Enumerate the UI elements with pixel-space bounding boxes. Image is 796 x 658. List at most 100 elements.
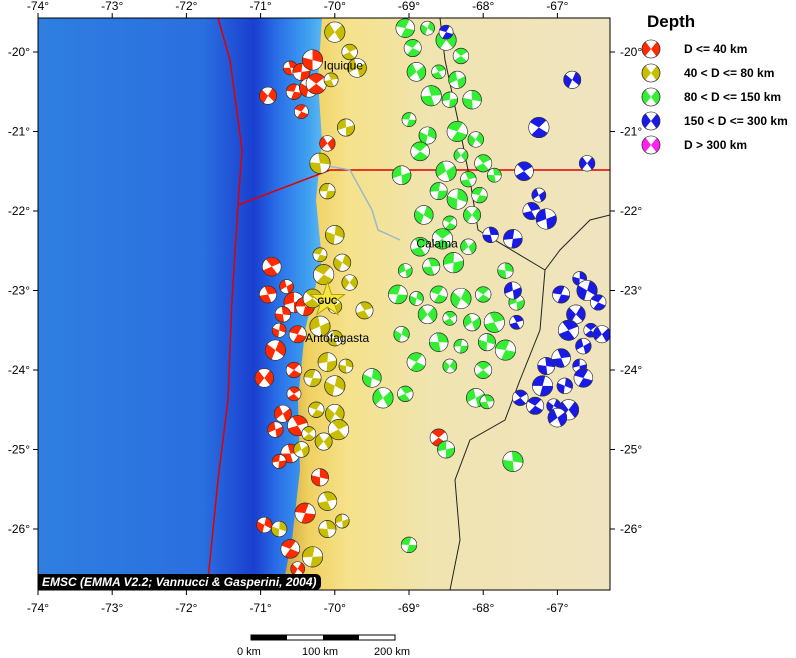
focal-mechanism: [547, 408, 568, 428]
focal-mechanism: [443, 252, 465, 274]
focal-mechanism: [563, 70, 582, 89]
focal-mechanism: [293, 441, 310, 458]
focal-mechanism: [417, 304, 438, 325]
focal-mechanism: [280, 539, 300, 559]
focal-mechanism: [256, 516, 273, 534]
focal-mechanism: [478, 333, 496, 352]
focal-mechanism: [302, 49, 324, 71]
focal-mechanism: [274, 306, 291, 323]
focal-mechanism: [422, 257, 441, 276]
lat-tick-label: -22°: [8, 204, 30, 218]
focal-mechanism: [437, 440, 456, 459]
focal-mechanism: [286, 386, 302, 402]
focal-mechanism: [503, 281, 522, 300]
focal-mechanism: [420, 85, 442, 107]
focal-mechanism: [537, 357, 556, 375]
lat-tick-label: -26°: [620, 522, 642, 536]
focal-mechanism: [418, 126, 437, 145]
lat-tick-label: -25°: [8, 443, 30, 457]
focal-mechanism: [347, 58, 367, 78]
focal-mechanism: [301, 426, 317, 441]
focal-mechanism: [452, 47, 470, 65]
focal-mechanism: [303, 369, 322, 387]
lat-tick-label: -20°: [8, 45, 30, 59]
focal-mechanism: [514, 161, 534, 181]
focal-mechanism: [313, 264, 335, 286]
focal-mechanism: [328, 419, 350, 441]
depth-legend: Depth D <= 40 km 40 < D <= 80 km 80 < D <=…: [640, 12, 788, 157]
focal-mechanism: [259, 285, 277, 304]
focal-mechanism: [264, 339, 286, 361]
focal-mechanism: [324, 375, 346, 397]
beachball-icon: [641, 63, 661, 83]
legend-item: D > 300 km: [640, 133, 788, 157]
focal-mechanism: [503, 229, 523, 249]
credit-label: EMSC (EMMA V2.2; Vannucci & Gasperini, 2…: [38, 574, 321, 590]
focal-mechanism: [302, 546, 324, 568]
focal-mechanism: [566, 304, 586, 325]
focal-mechanism: [271, 322, 287, 338]
focal-mechanism: [575, 338, 592, 355]
focal-mechanism: [319, 183, 336, 200]
legend-label: D > 300 km: [684, 138, 748, 152]
lat-tick-label: -24°: [8, 363, 30, 377]
focal-mechanism: [324, 21, 346, 43]
focal-mechanism: [267, 421, 284, 438]
focal-mechanism: [474, 154, 493, 173]
lat-tick-label: -22°: [620, 204, 642, 218]
lon-tick-label: -70°: [324, 0, 346, 13]
focal-mechanism: [441, 91, 458, 108]
legend-title: Depth: [647, 12, 696, 31]
beachball-icon: [641, 111, 661, 131]
focal-mechanism: [283, 291, 305, 313]
focal-mechanism: [532, 375, 554, 397]
focal-mechanism: [294, 104, 309, 119]
focal-mechanism: [460, 238, 477, 255]
lat-tick-label: -25°: [620, 443, 642, 457]
focal-mechanism: [271, 520, 288, 538]
map-frame: [37, 17, 611, 591]
lon-tick-label: -72°: [175, 0, 197, 13]
legend-item: 40 < D <= 80 km: [640, 61, 788, 85]
focal-mechanism: [294, 502, 316, 524]
river: [321, 164, 401, 241]
focal-mechanism: [573, 368, 594, 388]
focal-mechanism: [317, 491, 338, 511]
focal-mechanism: [471, 187, 488, 204]
lon-tick-label: -71°: [250, 0, 272, 13]
focal-mechanism: [442, 215, 458, 231]
lat-tick-label: -23°: [620, 284, 642, 298]
focal-mechanism: [326, 330, 343, 347]
trench-line: [206, 18, 243, 590]
focal-mechanism: [317, 352, 338, 372]
lon-tick-label: -68°: [472, 601, 494, 615]
focal-mechanism: [474, 361, 493, 379]
focal-mechanism: [487, 167, 502, 183]
focal-mechanism: [271, 454, 287, 469]
lat-tick-label: -21°: [620, 125, 642, 139]
focal-mechanism: [337, 118, 355, 137]
focal-mechanism: [526, 396, 545, 415]
lon-tick-label: -68°: [472, 0, 494, 13]
focal-mechanism: [509, 314, 524, 330]
lon-tick-label: -74°: [27, 601, 49, 615]
beachball-icon: [641, 87, 661, 107]
focal-mechanism: [409, 291, 424, 306]
scale-label-100: 100 km: [302, 646, 339, 658]
focal-mechanism: [279, 279, 294, 294]
focal-mechanism: [290, 561, 306, 577]
lon-tick-label: -74°: [27, 0, 49, 13]
focal-mechanism: [576, 279, 598, 301]
focal-mechanism: [590, 294, 607, 311]
focal-mechanism: [410, 141, 430, 162]
lat-tick-label: -23°: [8, 284, 30, 298]
focal-mechanism: [558, 319, 580, 341]
lon-tick-label: -70°: [324, 601, 346, 615]
scale-bar: [250, 634, 396, 641]
focal-mechanism: [333, 253, 352, 272]
focal-mechanism: [446, 121, 468, 143]
focal-mechanism: [341, 43, 358, 61]
focal-mechanism: [311, 468, 329, 487]
focal-mechanism: [483, 311, 505, 333]
